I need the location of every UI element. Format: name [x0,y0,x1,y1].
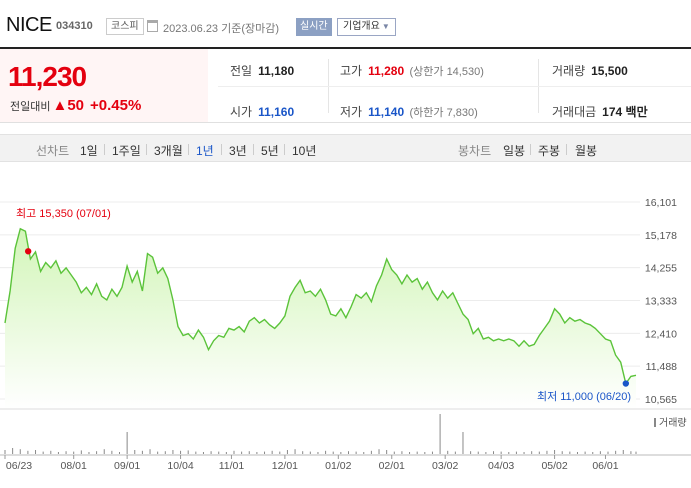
stat-label: 거래대금 [552,105,597,119]
x-tick-label: 05/02 [541,460,567,472]
change-amount: 50 [67,97,85,114]
period-1d[interactable]: 1일 [80,144,98,158]
stat-value: 11,180 [258,64,295,78]
y-tick-label: 11,488 [646,361,677,373]
x-tick-label: 10/04 [167,460,193,472]
x-tick-label: 11/01 [219,460,245,472]
stat-value: 11,280 [368,64,405,78]
stat-value: 11,160 [258,105,295,119]
realtime-button[interactable]: 실시간 [296,18,332,36]
stat-open: 시가 11,160 [230,103,294,120]
separator [146,144,147,155]
separator [253,144,254,155]
y-tick-label: 15,178 [645,230,677,242]
stat-label: 시가 [230,105,253,119]
market-badge: 코스피 [106,18,144,35]
x-tick-label: 06/23 [6,460,32,472]
x-tick-label: 08/01 [61,460,87,472]
period-1w[interactable]: 1주일 [112,144,141,158]
separator [221,144,222,155]
candle-monthly[interactable]: 월봉 [575,144,598,158]
header-divider [0,47,691,49]
price-change: 전일대비 ▲50 +0.45% [10,97,141,114]
volume-legend-label: 거래량 [659,417,687,429]
company-info-dropdown[interactable]: 기업개요 ▼ [337,18,396,36]
period-10y[interactable]: 10년 [292,144,317,158]
stat-volume: 거래량 15,500 [552,62,628,79]
separator [104,144,105,155]
stat-prev-close: 전일 11,180 [230,62,294,79]
min-annotation: 최저 11,000 (06/20) [537,390,631,403]
period-3m[interactable]: 3개월 [154,144,183,158]
x-tick-label: 12/01 [272,460,298,472]
stock-header: NICE 034310 코스피 2023.06.23 기준(장마감) 실시간 기… [0,0,691,52]
stat-value: 15,500 [591,64,628,78]
calendar-icon [147,20,158,32]
x-tick-label: 03/02 [432,460,458,472]
stats-row-divider [218,86,691,87]
max-annotation: 최고 15,350 (07/01) [16,207,111,220]
stat-value: 11,140 [368,105,405,119]
x-tick-label: 01/02 [325,460,351,472]
line-chart-label: 선차트 [36,144,70,158]
separator [188,144,189,155]
stat-high: 고가 11,280 (상한가 14,530) [340,62,484,79]
change-label: 전일대비 [10,101,51,113]
stat-value: 174 백만 [602,105,648,119]
lower-limit: (하한가 7,830) [409,107,478,119]
min-marker [622,380,630,387]
chevron-down-icon: ▼ [381,22,390,31]
x-tick-label: 09/01 [114,460,140,472]
chart-period-bar: 선차트 1일 1주일 3개월 1년 3년 5년 10년 봉차트 일봉 주봉 월봉 [0,134,691,162]
price-line [4,227,637,386]
stat-label: 저가 [340,105,363,119]
stock-code: 034310 [56,20,93,32]
y-tick-label: 12,410 [645,328,677,340]
y-tick-label: 13,333 [645,296,677,308]
price-chart-svg: 16,101 15,178 14,255 13,333 12,410 11,488 10,5… [0,197,691,472]
company-info-label: 기업개요 [343,21,380,32]
volume-legend-icon [654,418,656,427]
stock-name: NICE [6,14,52,36]
y-tick-label: 16,101 [645,197,677,209]
upper-limit: (상한가 14,530) [409,66,484,78]
price-area [5,228,636,409]
period-3y[interactable]: 3년 [229,144,247,158]
period-1y[interactable]: 1년 [196,144,214,158]
candle-chart-label: 봉차트 [458,144,492,158]
price-stats: 전일 11,180 고가 11,280 (상한가 14,530) 거래량 15,500… [208,49,691,123]
stat-trade-value: 거래대금 174 백만 [552,103,648,120]
change-percent: +0.45% [90,97,142,114]
separator [566,144,567,155]
stat-low: 저가 11,140 (하한가 7,830) [340,103,478,120]
x-tick-label: 02/01 [379,460,405,472]
x-tick-label: 04/03 [488,460,514,472]
current-price: 11,230 [8,61,87,92]
price-chart: 16,101 15,178 14,255 13,333 12,410 11,488 10,5… [0,162,691,488]
y-tick-label: 14,255 [645,263,677,275]
price-panel: 11,230 전일대비 ▲50 +0.45% [0,49,208,123]
x-tick-label: 06/01 [592,460,618,472]
y-tick-label: 10,565 [645,394,677,406]
up-arrow-icon: ▲ [52,97,68,114]
max-marker [24,248,32,255]
stat-label: 거래량 [552,64,586,78]
candle-weekly[interactable]: 주봉 [538,144,561,158]
separator [530,144,531,155]
stat-label: 전일 [230,64,253,78]
stat-label: 고가 [340,64,363,78]
separator [284,144,285,155]
as-of-date: 2023.06.23 기준(장마감) [163,23,280,35]
candle-daily[interactable]: 일봉 [503,144,526,158]
period-5y[interactable]: 5년 [261,144,279,158]
